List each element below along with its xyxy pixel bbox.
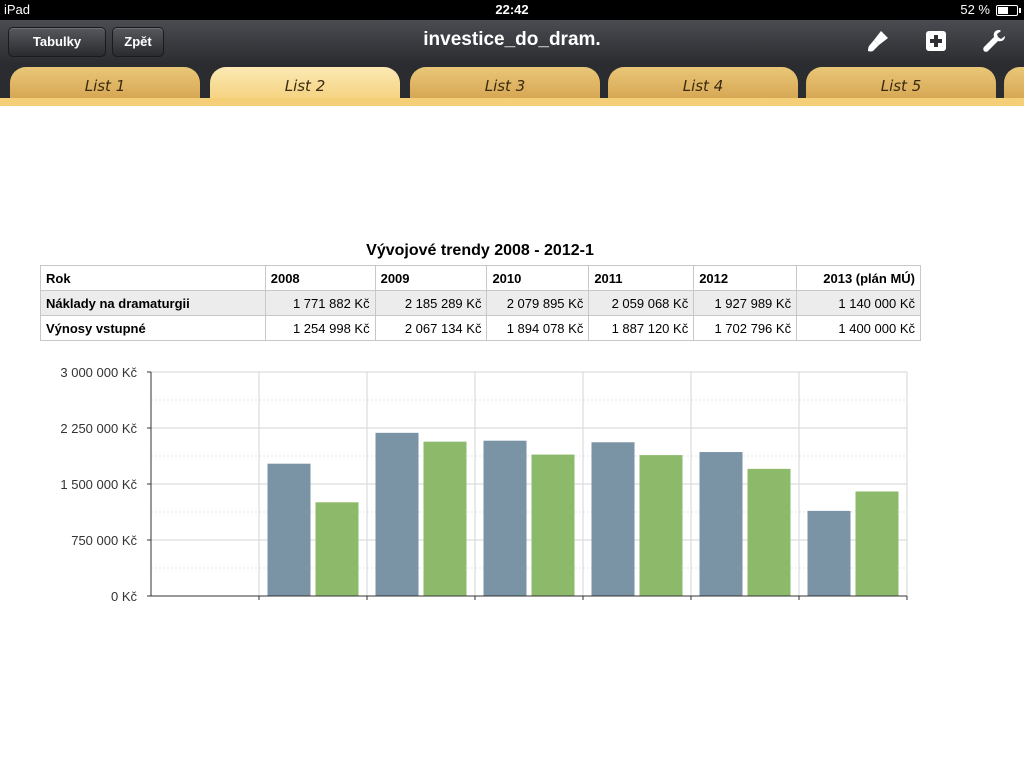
bar <box>591 442 635 596</box>
table-cell[interactable]: 1 400 000 Kč <box>796 315 921 341</box>
table-cell[interactable]: 1 887 120 Kč <box>588 315 695 341</box>
table-header-cell[interactable]: Rok <box>40 265 266 291</box>
bar <box>375 432 419 596</box>
bar <box>531 454 575 596</box>
bar <box>855 491 899 596</box>
bar <box>423 441 467 596</box>
tables-button[interactable]: Tabulky <box>8 27 106 57</box>
table-title: Vývojové trendy 2008 - 2012-1 <box>366 242 594 259</box>
tab-list-2[interactable]: List 2 <box>210 67 400 104</box>
row-label[interactable]: Náklady na dramaturgii <box>40 290 266 316</box>
bar <box>747 468 791 596</box>
document-title: investice_do_dram. <box>423 29 601 50</box>
y-tick-label: 0 Kč <box>111 589 138 604</box>
back-button[interactable]: Zpět <box>112 27 164 57</box>
bar <box>483 440 527 596</box>
y-tick-label: 750 000 Kč <box>71 533 137 548</box>
table-row: Náklady na dramaturgii 1 771 882 Kč 2 18… <box>40 290 921 316</box>
plus-icon[interactable] <box>922 27 950 55</box>
table-header-cell[interactable]: 2013 (plán MÚ) <box>796 265 921 291</box>
table-cell[interactable]: 2 185 289 Kč <box>374 290 488 316</box>
table-row: Výnosy vstupné 1 254 998 Kč 2 067 134 Kč… <box>40 315 921 341</box>
bar <box>807 510 851 596</box>
table-cell[interactable]: 2 079 895 Kč <box>486 290 590 316</box>
table-header-row: Rok 2008 2009 2010 2011 2012 2013 (plán … <box>40 265 921 291</box>
data-table[interactable]: Rok 2008 2009 2010 2011 2012 2013 (plán … <box>40 265 921 341</box>
toolbar: Tabulky Zpět investice_do_dram. <box>0 20 1024 64</box>
wrench-icon[interactable] <box>980 27 1008 55</box>
tab-list-5[interactable]: List 5 <box>806 67 996 104</box>
clock: 22:42 <box>495 2 529 17</box>
table-cell[interactable]: 1 771 882 Kč <box>264 290 376 316</box>
tab-underline <box>0 98 1024 106</box>
bar <box>639 455 683 596</box>
bar-chart[interactable]: 0 Kč 750 000 Kč 1 500 000 Kč 2 250 000 Kč 3 … <box>0 355 1024 615</box>
bar <box>699 452 743 596</box>
paintbrush-icon[interactable] <box>864 27 892 55</box>
battery-icon <box>996 5 1021 16</box>
row-label[interactable]: Výnosy vstupné <box>40 315 266 341</box>
table-header-cell[interactable]: 2010 <box>486 265 590 291</box>
tab-list-3[interactable]: List 3 <box>410 67 600 104</box>
tab-list-4[interactable]: List 4 <box>608 67 798 104</box>
table-header-cell[interactable]: 2011 <box>588 265 695 291</box>
table-cell[interactable]: 1 702 796 Kč <box>693 315 798 341</box>
bar <box>267 463 311 596</box>
device-name: iPad <box>4 2 31 17</box>
battery-percent: 52 % <box>960 2 990 17</box>
table-cell[interactable]: 2 067 134 Kč <box>374 315 488 341</box>
table-cell[interactable]: 1 254 998 Kč <box>264 315 376 341</box>
table-cell[interactable]: 2 059 068 Kč <box>588 290 695 316</box>
table-header-cell[interactable]: 2009 <box>374 265 488 291</box>
y-tick-label: 3 000 000 Kč <box>60 365 137 380</box>
table-cell[interactable]: 1 927 989 Kč <box>693 290 798 316</box>
table-cell[interactable]: 1 894 078 Kč <box>486 315 590 341</box>
tab-list-1[interactable]: List 1 <box>10 67 200 104</box>
tab-overflow[interactable] <box>1004 67 1024 104</box>
y-tick-label: 2 250 000 Kč <box>60 421 137 436</box>
table-header-cell[interactable]: 2008 <box>264 265 376 291</box>
y-tick-label: 1 500 000 Kč <box>60 477 137 492</box>
status-bar: iPad 22:42 52 % <box>0 0 1024 20</box>
table-cell[interactable]: 1 140 000 Kč <box>796 290 921 316</box>
bar <box>315 502 359 596</box>
table-header-cell[interactable]: 2012 <box>693 265 798 291</box>
